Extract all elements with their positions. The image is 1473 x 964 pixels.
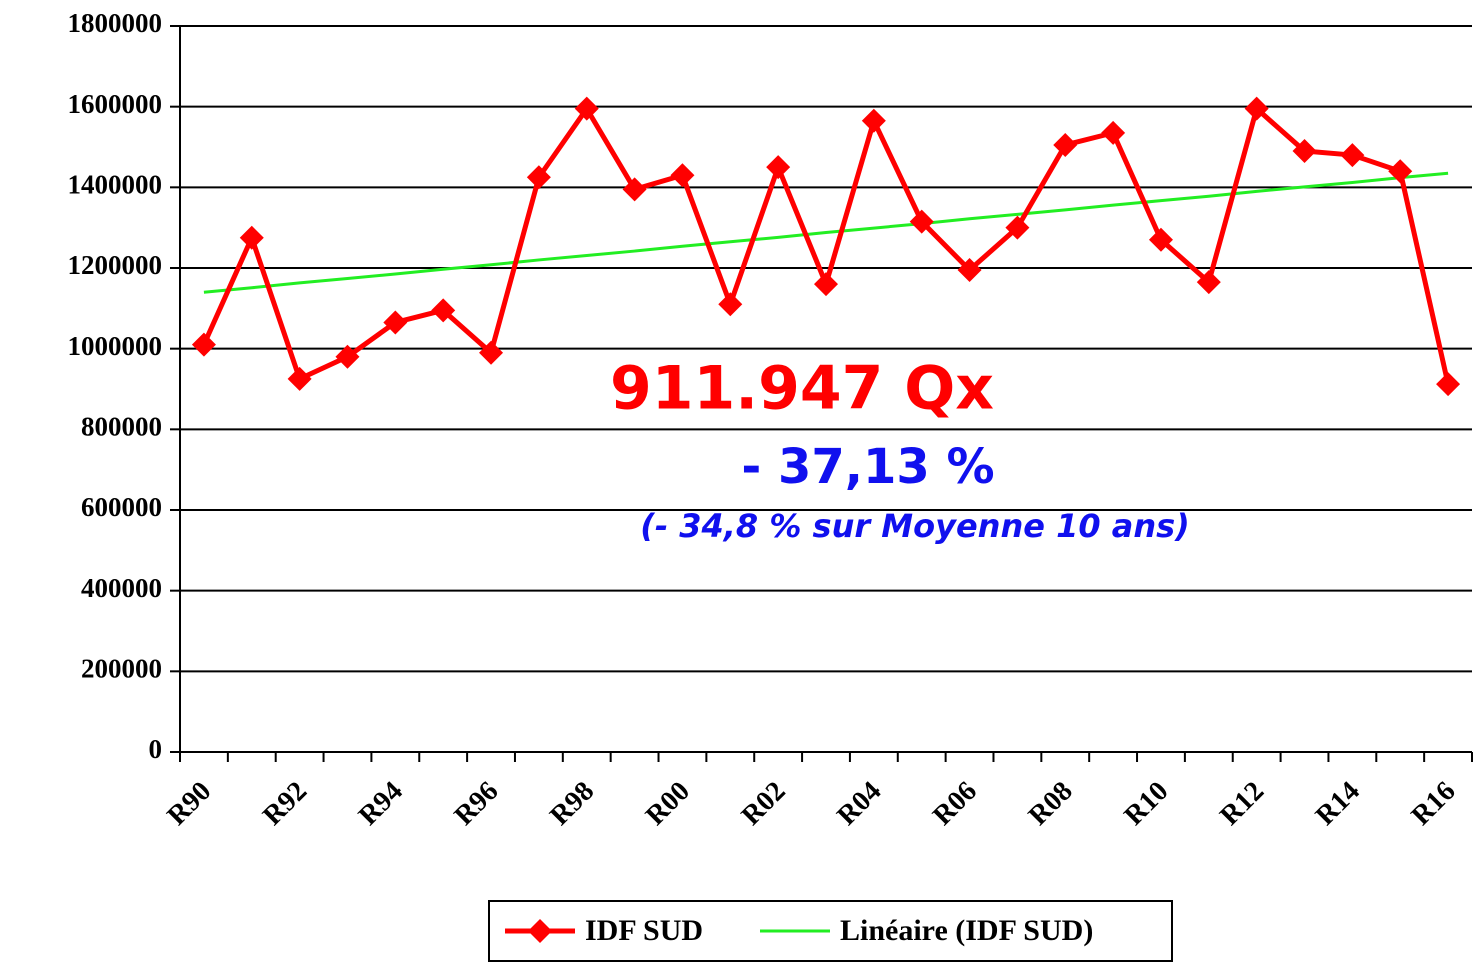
- data-point: [431, 298, 456, 323]
- data-point: [287, 366, 312, 391]
- x-tick-label: R16: [1406, 776, 1462, 832]
- data-point: [1388, 159, 1413, 184]
- x-tick-label: R04: [831, 776, 887, 832]
- data-point: [1436, 372, 1461, 397]
- series-line: [203, 171, 1449, 294]
- y-tick-label: 800000: [81, 412, 162, 442]
- data-point: [670, 163, 695, 188]
- y-tick-label: 1600000: [68, 89, 163, 119]
- data-point: [814, 272, 838, 297]
- data-point: [383, 310, 408, 335]
- legend-marker: [528, 919, 552, 943]
- data-point: [1340, 143, 1365, 168]
- data-point: [1196, 270, 1221, 295]
- data-point: [1148, 227, 1173, 252]
- legend-label: Linéaire (IDF SUD): [840, 914, 1093, 947]
- data-point: [909, 209, 934, 234]
- data-point: [622, 177, 647, 202]
- x-tick-label: R14: [1310, 776, 1366, 832]
- x-tick-label: R92: [257, 776, 313, 832]
- x-tick-label: R08: [1023, 776, 1079, 832]
- x-tick-label: R94: [353, 776, 409, 832]
- annotation: (- 34,8 % sur Moyenne 10 ans): [640, 507, 1190, 545]
- data-point: [1101, 120, 1126, 145]
- y-tick-label: 1000000: [68, 331, 163, 361]
- data-point: [526, 165, 551, 190]
- x-tick-label: R00: [640, 776, 696, 832]
- y-tick-label: 1800000: [68, 8, 163, 38]
- data-point: [957, 258, 982, 283]
- x-tick-label: R10: [1118, 776, 1174, 832]
- data-point: [191, 332, 216, 357]
- data-point: [718, 292, 743, 317]
- x-tick-label: R06: [927, 776, 983, 832]
- data-point: [574, 96, 599, 121]
- y-tick-label: 400000: [81, 573, 162, 603]
- legend-label: IDF SUD: [585, 914, 703, 947]
- x-tick-label: R90: [161, 776, 217, 832]
- data-point: [1244, 96, 1269, 121]
- data-point: [766, 155, 791, 180]
- data-point: [1292, 139, 1317, 164]
- data-point: [1053, 132, 1078, 157]
- y-tick-label: 1200000: [68, 250, 163, 280]
- y-tick-label: 200000: [81, 654, 162, 684]
- y-tick-label: 600000: [81, 492, 162, 522]
- series-line: [201, 106, 1451, 385]
- data-point: [335, 344, 360, 369]
- x-tick-label: R02: [736, 776, 792, 832]
- x-tick-label: R12: [1214, 776, 1270, 832]
- data-point: [479, 340, 504, 365]
- legend-box: [488, 900, 1173, 962]
- x-tick-label: R96: [449, 776, 505, 832]
- data-point: [1005, 215, 1030, 240]
- y-tick-label: 0: [149, 734, 163, 764]
- annotation: - 37,13 %: [741, 439, 994, 495]
- annotation: 911.947 Qx: [610, 354, 994, 424]
- data-point: [239, 225, 264, 250]
- x-tick-label: R98: [544, 776, 600, 832]
- y-tick-label: 1400000: [68, 170, 163, 200]
- data-point: [861, 108, 886, 133]
